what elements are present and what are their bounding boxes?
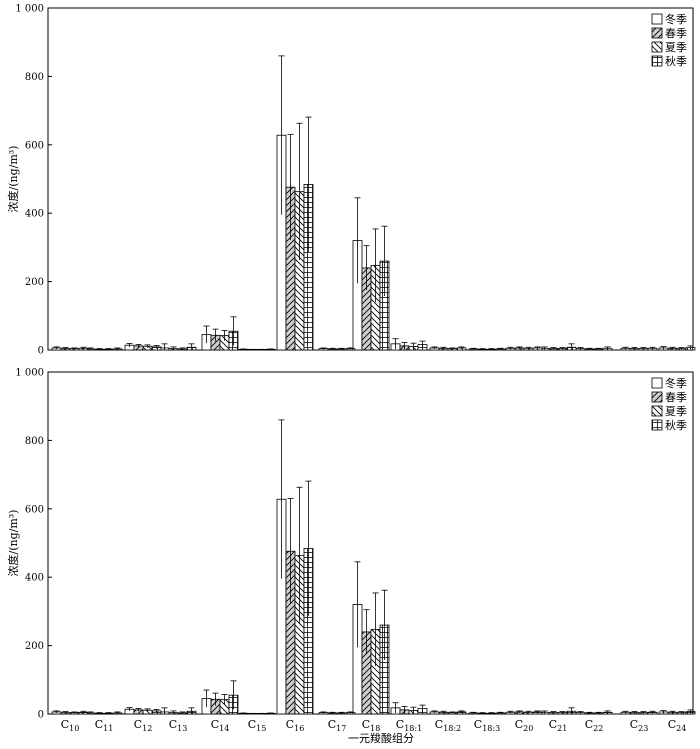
x-tick-label: C18 [362, 718, 381, 733]
legend-swatch [651, 55, 663, 67]
legend-swatch [651, 419, 663, 431]
y-tick-label: 800 [25, 72, 44, 83]
x-tick-label: C12 [134, 718, 153, 733]
y-tick-label: 800 [25, 436, 44, 447]
legend-label: 春季 [665, 391, 687, 404]
x-tick-label: C18:3 [474, 718, 500, 733]
legend-label: 秋季 [665, 418, 687, 432]
x-tick-label: C14 [211, 718, 230, 733]
x-tick-label: C10 [61, 718, 80, 733]
y-tick-label: 600 [25, 504, 44, 515]
y-tick-label: 0 [38, 346, 44, 357]
legend-swatch [651, 391, 663, 403]
x-tick-label: C20 [515, 718, 534, 733]
x-tick-label: C18:2 [435, 718, 461, 733]
x-tick-label: C13 [169, 718, 188, 733]
y-tick-label: 400 [25, 209, 44, 220]
x-tick-label: C18:1 [396, 718, 422, 733]
legend-swatch [651, 27, 663, 39]
y-tick-label: 400 [25, 573, 44, 584]
legend-label: 秋季 [665, 54, 687, 68]
legend-label: 夏季 [665, 405, 687, 418]
legend-swatch [651, 13, 663, 25]
x-tick-label: C16 [286, 718, 305, 733]
legend-swatch [651, 377, 663, 389]
legend-label: 春季 [665, 27, 687, 40]
legend-swatch [651, 41, 663, 53]
y-tick-label: 1 000 [15, 368, 44, 379]
y-tick-label: 0 [38, 710, 44, 721]
x-tick-label: C17 [328, 718, 347, 733]
x-tick-label: C11 [95, 718, 114, 733]
x-tick-label: C22 [585, 718, 604, 733]
x-tick-label: C24 [668, 718, 687, 733]
legend-swatch [651, 405, 663, 417]
x-tick-label: C21 [549, 718, 568, 733]
y-tick-label: 200 [25, 641, 44, 652]
legend-label: 冬季 [665, 12, 687, 26]
y-tick-label: 600 [25, 140, 44, 151]
legend-label: 冬季 [665, 376, 687, 390]
legend-label: 夏季 [665, 41, 687, 54]
y-tick-label: 1 000 [15, 4, 44, 15]
x-tick-label: C23 [630, 718, 649, 733]
chart-panel-bottom: 0 200 400 600 800 1 000 浓度/(ng/m³) C10 C11 C12 C13… [6, 368, 696, 733]
y-axis-label: 浓度/(ng/m³) [6, 510, 20, 577]
y-axis-label: 浓度/(ng/m³) [6, 146, 20, 213]
x-tick-label: C15 [248, 718, 267, 733]
x-axis-label: 一元羧酸组分 [348, 731, 414, 745]
y-tick-label: 200 [25, 277, 44, 288]
